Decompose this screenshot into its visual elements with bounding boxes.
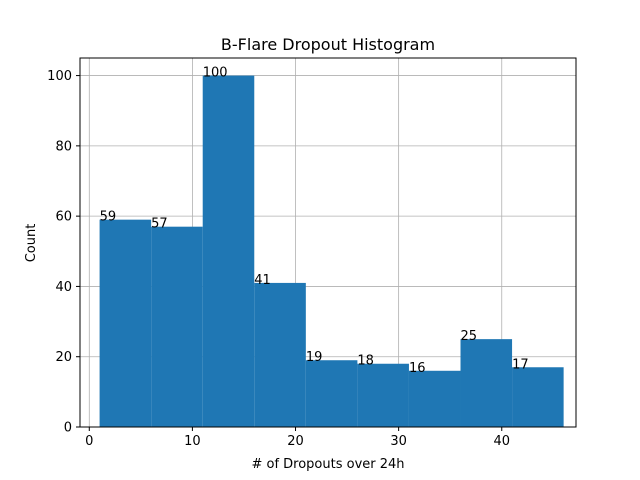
y-tick-label: 20 bbox=[55, 350, 72, 365]
y-tick-label: 0 bbox=[64, 421, 72, 436]
bar-value-label: 41 bbox=[254, 273, 271, 288]
histogram-bar bbox=[357, 363, 409, 427]
bar-value-label: 25 bbox=[461, 329, 478, 344]
bar-value-label: 16 bbox=[409, 361, 426, 376]
axes-frame bbox=[79, 57, 577, 428]
x-axis-label: # of Dropouts over 24h bbox=[251, 457, 404, 472]
data-labels-layer: 59 57 100 41 19 18 16 25 17 bbox=[100, 66, 529, 376]
plot-frame bbox=[79, 57, 577, 428]
histogram-bar bbox=[254, 282, 306, 427]
histogram-bar bbox=[460, 339, 513, 427]
histogram-bar bbox=[512, 367, 564, 427]
histogram-bar bbox=[99, 219, 152, 427]
x-tick-label: 0 bbox=[85, 434, 93, 449]
x-tick-label: 20 bbox=[287, 434, 304, 449]
y-tick-label: 80 bbox=[55, 139, 72, 154]
x-tick-label: 30 bbox=[390, 434, 407, 449]
histogram-bar bbox=[151, 226, 203, 427]
x-tick-label: 40 bbox=[493, 434, 510, 449]
chart-title: B-Flare Dropout Histogram bbox=[221, 35, 435, 54]
histogram-bar bbox=[305, 360, 358, 427]
bar-value-label: 18 bbox=[357, 354, 374, 369]
bars-layer bbox=[99, 75, 564, 428]
bar-value-label: 17 bbox=[512, 357, 529, 372]
bar-value-label: 19 bbox=[306, 350, 323, 365]
bar-value-label: 57 bbox=[151, 217, 168, 232]
x-tick-label: 10 bbox=[184, 434, 201, 449]
histogram-bar bbox=[408, 370, 461, 427]
y-tick-label: 60 bbox=[55, 210, 72, 225]
y-tick-label: 40 bbox=[55, 280, 72, 295]
bar-value-label: 59 bbox=[100, 210, 117, 225]
y-axis-label: Count bbox=[24, 224, 39, 263]
histogram-bar bbox=[202, 75, 255, 428]
y-tick-label: 100 bbox=[47, 69, 72, 84]
bar-value-label: 100 bbox=[203, 66, 228, 81]
ticks-layer: 0 10 20 30 40 0 20 40 60 80 100 bbox=[47, 69, 510, 449]
